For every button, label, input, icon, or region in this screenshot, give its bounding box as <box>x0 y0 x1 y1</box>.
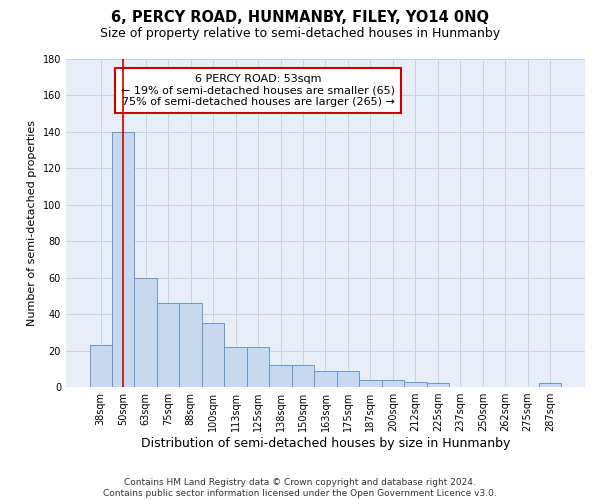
Bar <box>89 345 112 387</box>
Bar <box>404 382 427 387</box>
Bar <box>224 347 247 387</box>
Text: 6, PERCY ROAD, HUNMANBY, FILEY, YO14 0NQ: 6, PERCY ROAD, HUNMANBY, FILEY, YO14 0NQ <box>111 10 489 25</box>
Bar <box>427 384 449 387</box>
Bar <box>382 380 404 387</box>
Bar <box>202 324 224 387</box>
Bar <box>269 365 292 387</box>
Bar <box>292 365 314 387</box>
Bar <box>314 370 337 387</box>
Bar <box>134 278 157 387</box>
Bar <box>359 380 382 387</box>
Bar <box>179 303 202 387</box>
Bar <box>337 370 359 387</box>
Text: Size of property relative to semi-detached houses in Hunmanby: Size of property relative to semi-detach… <box>100 28 500 40</box>
Bar <box>247 347 269 387</box>
Text: 6 PERCY ROAD: 53sqm
← 19% of semi-detached houses are smaller (65)
75% of semi-d: 6 PERCY ROAD: 53sqm ← 19% of semi-detach… <box>121 74 395 107</box>
Text: Contains HM Land Registry data © Crown copyright and database right 2024.
Contai: Contains HM Land Registry data © Crown c… <box>103 478 497 498</box>
Bar <box>112 132 134 387</box>
X-axis label: Distribution of semi-detached houses by size in Hunmanby: Distribution of semi-detached houses by … <box>141 437 510 450</box>
Y-axis label: Number of semi-detached properties: Number of semi-detached properties <box>27 120 37 326</box>
Bar <box>157 303 179 387</box>
Bar <box>539 384 562 387</box>
